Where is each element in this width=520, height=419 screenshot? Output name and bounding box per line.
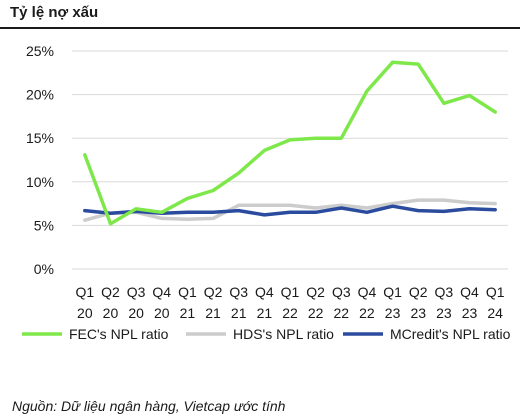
x-tick-quarter: Q2: [409, 284, 428, 300]
title-divider: [0, 27, 520, 29]
y-tick-label: 15%: [26, 130, 54, 146]
x-tick-quarter: Q2: [101, 284, 120, 300]
x-tick-quarter: Q4: [255, 284, 274, 300]
x-tick-quarter: Q3: [229, 284, 248, 300]
y-tick-label: 20%: [26, 87, 54, 103]
y-axis-ticks: 0% 5% 10% 15% 20% 25%: [26, 43, 54, 277]
x-tick-year: 23: [385, 305, 401, 321]
x-tick-year: 21: [257, 305, 273, 321]
x-tick-year: 20: [128, 305, 144, 321]
x-tick-year: 23: [436, 305, 452, 321]
x-tick-year: 23: [462, 305, 478, 321]
legend: FEC's NPL ratio HDS's NPL ratio MCredit's …: [22, 326, 511, 342]
series-lines: [83, 60, 497, 226]
x-tick-year: 22: [282, 305, 298, 321]
x-tick-quarter: Q4: [152, 284, 171, 300]
x-tick-quarter: Q1: [486, 284, 505, 300]
legend-label: FEC's NPL ratio: [69, 326, 169, 342]
chart-title: Tỷ lệ nợ xấu: [10, 4, 99, 21]
y-tick-label: 25%: [26, 43, 54, 59]
x-tick-year: 22: [308, 305, 324, 321]
x-tick-year: 21: [205, 305, 221, 321]
x-tick-quarter: Q1: [178, 284, 197, 300]
x-tick-year: 22: [334, 305, 350, 321]
x-tick-quarter: Q4: [358, 284, 377, 300]
series-line-0: [83, 60, 497, 226]
series-line-1: [83, 198, 497, 222]
y-tick-label: 0%: [34, 261, 54, 277]
x-tick-quarter: Q1: [75, 284, 94, 300]
x-tick-quarter: Q2: [306, 284, 325, 300]
legend-label: HDS's NPL ratio: [233, 326, 334, 342]
legend-label: MCredit's NPL ratio: [390, 326, 511, 342]
x-tick-year: 22: [359, 305, 375, 321]
x-tick-year: 24: [487, 305, 503, 321]
x-tick-quarter: Q3: [332, 284, 351, 300]
x-tick-year: 23: [410, 305, 426, 321]
x-tick-year: 20: [103, 305, 119, 321]
x-tick-year: 20: [154, 305, 170, 321]
x-tick-quarter: Q3: [127, 284, 146, 300]
x-tick-year: 21: [180, 305, 196, 321]
source-note: Nguồn: Dữ liệu ngân hàng, Vietcap ước tí…: [12, 398, 286, 414]
x-tick-quarter: Q1: [383, 284, 402, 300]
y-tick-label: 5%: [34, 217, 54, 233]
npl-line-chart: 0% 5% 10% 15% 20% 25% Q1 20 Q2 20 Q3 20 Q4 20 Q1 21 Q2 2…: [22, 43, 511, 342]
x-tick-quarter: Q1: [281, 284, 300, 300]
x-tick-year: 21: [231, 305, 247, 321]
x-axis-ticks: Q1 20 Q2 20 Q3 20 Q4 20 Q1 21 Q2 21 Q3 21 Q4 21 Q1 22 Q2 22…: [75, 284, 504, 321]
x-tick-year: 20: [77, 305, 93, 321]
gridlines: [72, 50, 508, 270]
y-tick-label: 10%: [26, 174, 54, 190]
x-tick-quarter: Q2: [204, 284, 223, 300]
x-tick-quarter: Q3: [435, 284, 454, 300]
x-tick-quarter: Q4: [460, 284, 479, 300]
